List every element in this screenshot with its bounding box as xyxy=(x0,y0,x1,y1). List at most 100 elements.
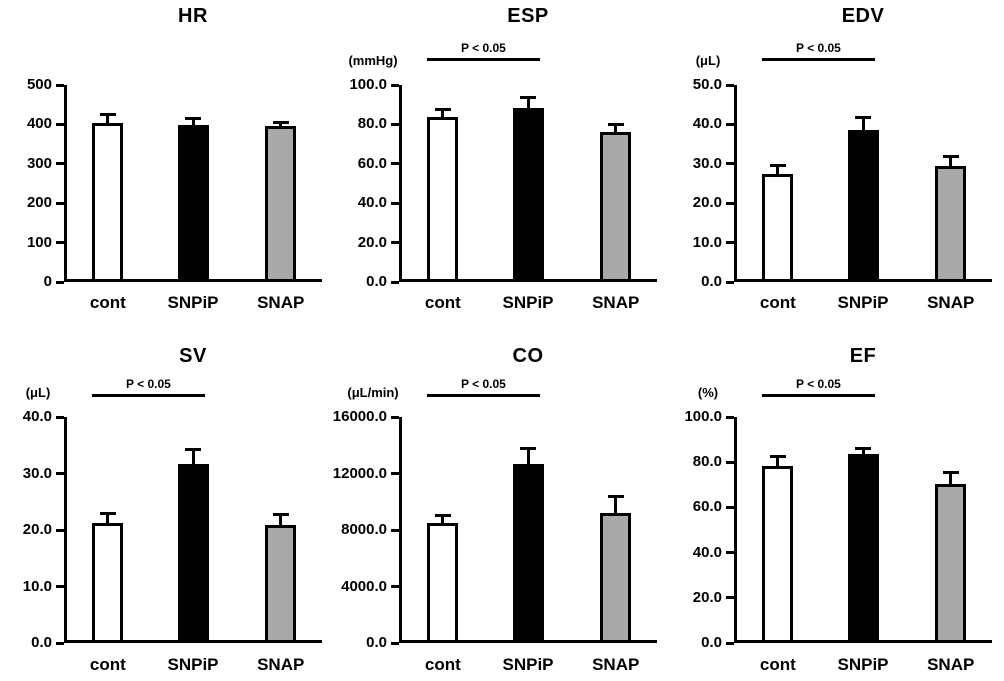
error-bar-stem xyxy=(191,451,195,466)
plot-area: 0.0 4000.0 8000.0 12000.0 16000.0 cont SNPiP SN… xyxy=(333,408,657,674)
error-bar-stem xyxy=(614,498,618,516)
y-axis-tick xyxy=(726,596,734,600)
y-axis-tick-label: 300 xyxy=(26,154,52,172)
y-axis-tick xyxy=(391,415,399,419)
error-bar-cap xyxy=(855,446,871,450)
y-axis-tick-label: 200 xyxy=(26,194,52,212)
x-category-label: cont xyxy=(759,655,796,674)
y-axis-tick xyxy=(726,641,734,645)
error-bar-cap xyxy=(855,115,871,119)
bar-snap xyxy=(265,125,297,282)
y-axis-line xyxy=(64,85,67,282)
error-bar-stem xyxy=(949,157,953,168)
error-bar-stem xyxy=(106,116,110,126)
y-axis-tick-label: 40.0 xyxy=(692,543,722,561)
y-axis-tick xyxy=(56,280,64,284)
bar-snpip xyxy=(177,463,209,643)
y-axis-tick-label: 10.0 xyxy=(22,577,52,595)
y-axis-tick xyxy=(391,162,399,166)
error-bar-stem xyxy=(191,120,195,128)
bar-snpip xyxy=(847,454,879,643)
error-bar-cap xyxy=(942,470,959,474)
y-axis-tick-label: 0.0 xyxy=(701,634,722,651)
y-axis-tick xyxy=(391,641,399,645)
error-bar-stem xyxy=(776,167,780,176)
y-axis-unit-label: (%) xyxy=(697,385,719,400)
error-bar-cap xyxy=(769,164,786,168)
significance-label: P < 0.05 xyxy=(461,377,506,391)
y-axis-tick xyxy=(56,83,64,87)
error-bar-cap xyxy=(520,95,536,99)
error-bar-cap xyxy=(434,107,451,111)
y-axis-tick xyxy=(391,472,399,475)
error-bar-cap xyxy=(942,154,959,158)
y-axis-tick xyxy=(726,201,734,205)
y-axis-tick xyxy=(391,280,399,284)
y-axis-tick-label: 12000.0 xyxy=(332,464,387,482)
y-axis-tick xyxy=(56,528,64,532)
error-bar-cap xyxy=(185,117,201,121)
y-axis-tick-label: 30.0 xyxy=(692,154,722,172)
chart-panel-sv: SV (μL) P < 0.05 0.0 10.0 20.0 30.0 40.0 cont SNP… xyxy=(0,340,335,681)
y-axis-line xyxy=(399,417,402,643)
y-axis-tick-label: 0 xyxy=(43,273,52,290)
y-axis-line xyxy=(399,85,402,282)
plot-area: 0.0 10.0 20.0 30.0 40.0 cont SNPiP SNAP xyxy=(23,408,322,674)
y-axis-tick-label: 40.0 xyxy=(357,194,387,212)
significance-label: P < 0.05 xyxy=(796,377,841,391)
x-category-label: SNAP xyxy=(927,293,975,312)
y-axis-tick-label: 20.0 xyxy=(692,588,722,606)
chart-title: CO xyxy=(512,345,544,367)
error-bar-stem xyxy=(526,449,530,467)
x-category-label: SNAP xyxy=(927,655,975,674)
y-axis-tick xyxy=(391,241,399,245)
significance-label: P < 0.05 xyxy=(126,377,171,391)
error-bar-cap xyxy=(185,448,201,452)
bar-snpip xyxy=(512,464,544,643)
error-bar-stem xyxy=(614,126,618,135)
y-axis-tick-label: 100 xyxy=(26,233,52,251)
y-axis-tick-label: 60.0 xyxy=(357,154,387,172)
y-axis-tick-label: 80.0 xyxy=(692,453,722,471)
significance-line xyxy=(426,58,540,61)
y-axis-tick xyxy=(56,122,64,126)
y-axis-unit-label: (μL) xyxy=(695,53,721,68)
plot-area: 0.0 10.0 20.0 30.0 40.0 50.0 cont SNPiP SNAP xyxy=(693,76,992,312)
error-bar-stem xyxy=(106,515,110,525)
y-axis-line xyxy=(734,417,737,643)
x-category-label: cont xyxy=(89,655,126,674)
chart-title: ESP xyxy=(507,5,549,27)
bar-cont xyxy=(762,465,794,643)
error-bar-cap xyxy=(272,512,289,516)
y-axis-tick-label: 20.0 xyxy=(22,521,52,538)
significance-line xyxy=(761,58,875,61)
y-axis-tick-label: 0.0 xyxy=(366,634,387,651)
y-axis-tick-label: 100.0 xyxy=(349,76,387,93)
x-category-label: SNAP xyxy=(592,655,640,674)
bar-snpip xyxy=(177,125,209,282)
y-axis-tick xyxy=(726,505,734,509)
y-axis-tick xyxy=(726,460,734,464)
error-bar-cap xyxy=(607,123,624,127)
significance-line xyxy=(91,394,205,397)
bar-snpip xyxy=(847,130,879,282)
y-axis-tick-label: 0.0 xyxy=(366,273,387,290)
y-axis-tick xyxy=(726,162,734,166)
x-category-label: SNPiP xyxy=(502,655,554,674)
y-axis-tick xyxy=(726,280,734,284)
plot-area: 0.0 20.0 40.0 60.0 80.0 100.0 cont SNPiP SNAP xyxy=(349,76,657,312)
error-bar-stem xyxy=(279,515,283,528)
y-axis-tick-label: 100.0 xyxy=(684,408,722,425)
y-axis-tick-label: 400 xyxy=(26,115,52,133)
error-bar-cap xyxy=(607,495,624,499)
error-bar-stem xyxy=(949,473,953,486)
bar-snap xyxy=(600,513,632,643)
bar-cont xyxy=(427,116,459,282)
error-bar-stem xyxy=(441,516,445,525)
y-axis-tick-label: 60.0 xyxy=(692,498,722,516)
y-axis-tick-label: 4000.0 xyxy=(341,577,387,595)
significance-label: P < 0.05 xyxy=(461,41,506,55)
chart-panel-ef: EF (%) P < 0.05 0.0 20.0 40.0 60.0 80.0 100.0 con… xyxy=(670,340,1004,681)
y-axis-tick xyxy=(726,83,734,87)
